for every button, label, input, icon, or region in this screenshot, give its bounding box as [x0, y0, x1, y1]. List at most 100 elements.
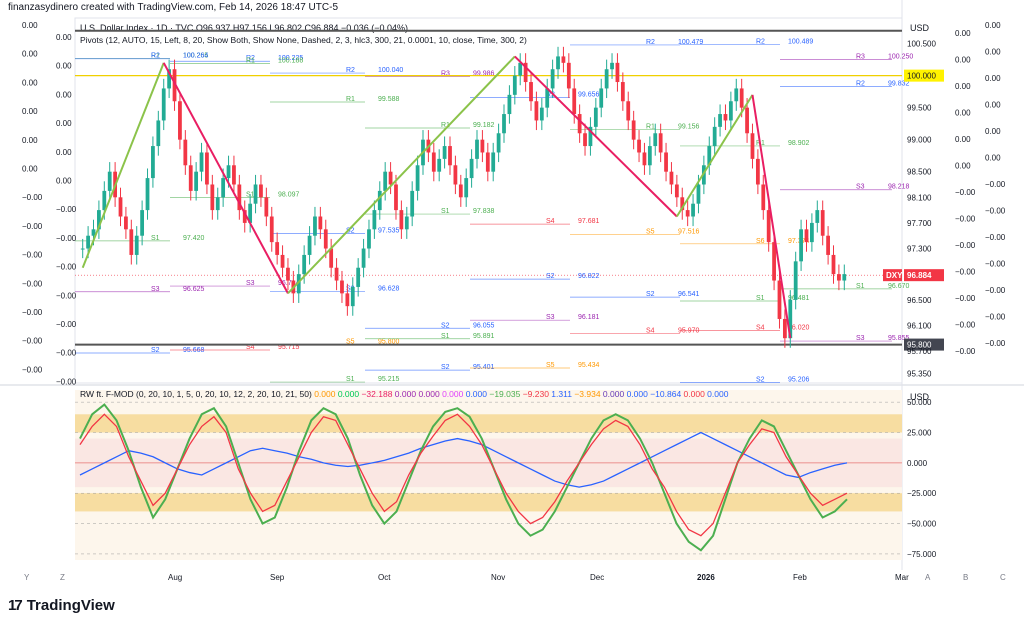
candle-body[interactable] — [572, 88, 577, 115]
candle-body[interactable] — [788, 299, 793, 339]
candle-body[interactable] — [307, 235, 312, 255]
candle-body[interactable] — [620, 82, 625, 102]
candle-body[interactable] — [604, 69, 609, 89]
candle-body[interactable] — [97, 210, 101, 230]
candle-body[interactable] — [404, 216, 409, 230]
candle-body[interactable] — [799, 229, 803, 262]
candle-body[interactable] — [837, 274, 841, 281]
candle-body[interactable] — [453, 165, 458, 185]
candle-body[interactable] — [253, 184, 258, 204]
candle-body[interactable] — [588, 126, 593, 147]
candle-body[interactable] — [502, 114, 506, 134]
candle-body[interactable] — [151, 146, 155, 179]
candle-body[interactable] — [226, 165, 231, 179]
candle-body[interactable] — [356, 267, 361, 287]
candle-body[interactable] — [313, 216, 317, 236]
candle-body[interactable] — [156, 120, 161, 147]
candle-body[interactable] — [237, 184, 242, 211]
candle-body[interactable] — [388, 171, 393, 185]
candle-body[interactable] — [329, 248, 334, 268]
candle-body[interactable] — [556, 56, 560, 70]
candle-body[interactable] — [615, 62, 620, 83]
candle-body[interactable] — [280, 254, 285, 268]
candle-body[interactable] — [334, 267, 339, 281]
candle-body[interactable] — [631, 120, 636, 140]
candle-body[interactable] — [286, 267, 290, 281]
candle-body[interactable] — [761, 184, 766, 211]
candle-body[interactable] — [183, 139, 188, 166]
candle-body[interactable] — [804, 229, 809, 243]
candle-body[interactable] — [826, 235, 830, 255]
candle-body[interactable] — [723, 114, 728, 121]
candle-body[interactable] — [664, 152, 668, 172]
candle-body[interactable] — [566, 62, 571, 89]
candle-body[interactable] — [593, 107, 598, 127]
candle-body[interactable] — [766, 210, 771, 243]
candle-body[interactable] — [367, 229, 371, 249]
candle-body[interactable] — [815, 210, 820, 223]
candle-body[interactable] — [674, 184, 679, 198]
candle-body[interactable] — [361, 248, 366, 268]
candle-body[interactable] — [188, 165, 193, 191]
candle-body[interactable] — [469, 158, 474, 179]
candle-body[interactable] — [647, 146, 652, 166]
candle-body[interactable] — [583, 133, 587, 147]
candle-body[interactable] — [539, 107, 544, 121]
candle-body[interactable] — [221, 178, 226, 198]
candle-body[interactable] — [745, 107, 749, 134]
candle-body[interactable] — [718, 114, 722, 127]
candle-body[interactable] — [431, 152, 436, 172]
candle-body[interactable] — [232, 165, 236, 185]
candle-body[interactable] — [345, 293, 350, 307]
candle-body[interactable] — [480, 139, 485, 153]
candle-body[interactable] — [118, 197, 123, 217]
candle-body[interactable] — [653, 133, 658, 147]
candle-body[interactable] — [750, 133, 755, 159]
candle-body[interactable] — [523, 62, 528, 83]
candle-body[interactable] — [518, 62, 523, 76]
candle-body[interactable] — [302, 254, 307, 275]
candle-body[interactable] — [842, 274, 847, 281]
candle-body[interactable] — [734, 88, 739, 102]
candle-body[interactable] — [820, 210, 825, 236]
candle-body[interactable] — [669, 171, 674, 185]
candle-body[interactable] — [485, 152, 490, 172]
candle-body[interactable] — [691, 203, 695, 217]
candle-body[interactable] — [782, 318, 787, 339]
candle-body[interactable] — [275, 242, 280, 255]
candle-body[interactable] — [491, 152, 496, 172]
candle-body[interactable] — [350, 286, 355, 307]
candle-body[interactable] — [399, 210, 404, 230]
candle-body[interactable] — [199, 152, 204, 172]
candle-body[interactable] — [464, 178, 469, 198]
candle-body[interactable] — [599, 88, 604, 108]
candle-body[interactable] — [323, 229, 328, 249]
candle-body[interactable] — [685, 210, 690, 217]
candle-body[interactable] — [550, 69, 555, 89]
candle-body[interactable] — [415, 165, 420, 191]
candle-body[interactable] — [129, 229, 134, 255]
candle-body[interactable] — [831, 254, 836, 275]
candle-body[interactable] — [318, 216, 323, 230]
candle-body[interactable] — [475, 139, 479, 159]
candle-body[interactable] — [372, 210, 377, 230]
candle-body[interactable] — [545, 88, 550, 108]
candle-body[interactable] — [529, 82, 533, 102]
candle-body[interactable] — [507, 94, 512, 115]
candle-body[interactable] — [102, 190, 107, 211]
candle-body[interactable] — [777, 280, 782, 319]
candle-body[interactable] — [172, 69, 177, 102]
candle-body[interactable] — [442, 146, 447, 159]
candle-body[interactable] — [269, 216, 274, 243]
candle-body[interactable] — [167, 69, 172, 89]
candle-body[interactable] — [496, 133, 501, 153]
candle-body[interactable] — [410, 190, 415, 217]
candle-body[interactable] — [458, 184, 463, 198]
candle-body[interactable] — [124, 216, 128, 230]
candle-body[interactable] — [264, 197, 269, 217]
candle-body[interactable] — [248, 203, 253, 223]
candle-body[interactable] — [296, 274, 301, 294]
candle-body[interactable] — [626, 101, 631, 121]
candle-body[interactable] — [107, 171, 112, 191]
candle-body[interactable] — [161, 88, 166, 121]
